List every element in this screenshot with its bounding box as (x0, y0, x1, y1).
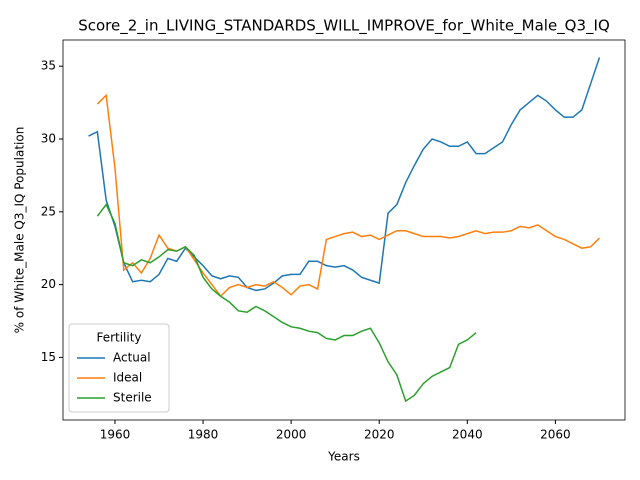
y-tick-label: 20 (41, 277, 56, 291)
x-tick-label: 2060 (540, 428, 571, 442)
x-tick-label: 2040 (452, 428, 483, 442)
legend-label: Sterile (113, 391, 152, 405)
y-tick-label: 35 (41, 59, 56, 73)
x-tick-label: 2020 (364, 428, 395, 442)
x-tick-label: 2000 (276, 428, 307, 442)
x-axis-label: Years (327, 450, 360, 464)
legend-title: Fertility (96, 331, 141, 345)
y-tick-label: 15 (41, 350, 56, 364)
plot-frame (62, 39, 626, 421)
legend-box (68, 323, 170, 413)
series-line (96, 203, 477, 403)
legend-label: Actual (113, 351, 151, 365)
series-line (88, 57, 601, 292)
y-tick-label: 30 (41, 132, 56, 146)
y-axis-label: % of White_Male Q3_IQ Population (13, 127, 27, 334)
y-tick-label: 25 (41, 204, 56, 218)
x-tick-label: 1960 (100, 428, 131, 442)
x-tick-label: 1980 (188, 428, 219, 442)
chart-title: Score_2_in_LIVING_STANDARDS_WILL_IMPROVE… (78, 17, 610, 36)
legend-label: Ideal (113, 371, 142, 385)
